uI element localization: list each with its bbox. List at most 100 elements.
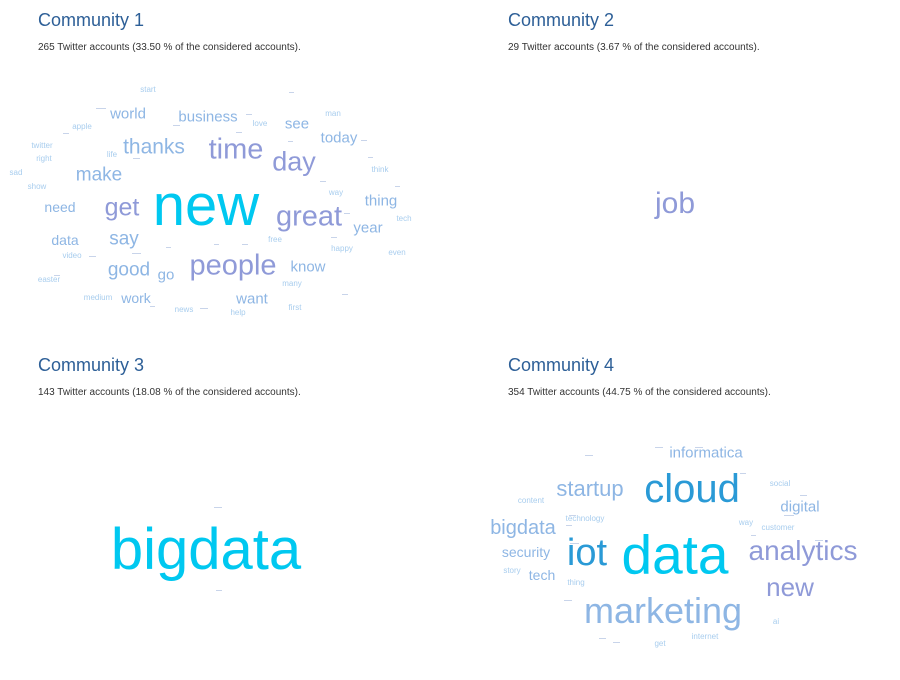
cloud-dash (566, 525, 572, 526)
word-analytics: analytics (748, 535, 858, 566)
community-title: Community 2 (508, 10, 615, 30)
cloud-dash (132, 253, 141, 254)
word-cloud: bigdata (0, 345, 440, 680)
word-great: great (275, 200, 343, 233)
word-ai: ai (772, 617, 780, 626)
word-job: job (654, 187, 696, 220)
word-marketing: marketing (583, 590, 743, 631)
cloud-dash (368, 157, 373, 158)
cloud-dash (96, 108, 106, 109)
word-bigdata: bigdata (110, 517, 302, 582)
community-title: Community 4 (508, 355, 615, 375)
word-thing: thing (364, 192, 398, 210)
community-stats: 265 Twitter accounts (33.50 % of the con… (38, 42, 301, 53)
word-sad: sad (9, 168, 23, 177)
cloud-dash (564, 600, 572, 601)
cloud-dash (289, 92, 294, 93)
community-title: Community 1 (38, 10, 145, 30)
word-see: see (284, 115, 310, 133)
word-iot: iot (566, 532, 608, 574)
cloud-dash (751, 535, 756, 536)
community-stats: 143 Twitter accounts (18.08 % of the con… (38, 387, 301, 398)
word-news: news (174, 305, 194, 314)
word-bigdata: bigdata (490, 517, 556, 539)
word-work: work (121, 290, 151, 306)
cloud-dash (599, 638, 606, 639)
word-make: make (75, 164, 123, 186)
word-even: even (388, 248, 406, 257)
cloud-dash (320, 181, 326, 182)
word-new: new (766, 572, 814, 602)
cloud-dash (246, 114, 252, 115)
cloud-dash (173, 125, 180, 126)
cloud-dash (570, 543, 579, 544)
word-business: business (178, 108, 238, 126)
word-first: first (288, 303, 302, 312)
community-panel-4: Community 4 354 Twitter accounts (44.75 … (470, 345, 900, 680)
word-technology: technology (565, 514, 605, 523)
cloud-dash (242, 244, 248, 245)
cloud-dash (200, 308, 208, 309)
cloud-dash (89, 256, 96, 257)
word-thing: thing (567, 578, 585, 587)
cloud-dash (344, 213, 350, 214)
word-data: data (51, 232, 79, 248)
word-way: way (328, 188, 344, 197)
cloud-dash (740, 473, 746, 474)
cloud-dash (361, 140, 367, 141)
word-digital: digital (780, 498, 820, 516)
word-cloud: data cloud iot marketing analytics new startup… (470, 345, 900, 680)
word-get: get (104, 193, 140, 222)
word-twitter: twitter (31, 141, 53, 150)
word-right: right (36, 154, 52, 163)
word-man: man (325, 109, 341, 118)
cloud-dash (655, 447, 663, 448)
cloud-dash (150, 306, 155, 307)
cloud-dash (331, 237, 337, 238)
word-world: world (110, 105, 146, 123)
word-cloud: new time great people day get thanks make say goo… (0, 0, 440, 335)
cloud-dash (815, 540, 823, 541)
word-free: free (268, 235, 282, 244)
cloud-dash (695, 447, 703, 448)
word-time: time (208, 133, 264, 166)
word-happy: happy (331, 244, 353, 253)
word-day: day (272, 146, 316, 177)
word-internet: internet (691, 632, 719, 641)
word-go: go (157, 266, 175, 284)
word-medium: medium (83, 293, 113, 302)
community-panel-1: Community 1 265 Twitter accounts (33.50 … (0, 0, 440, 335)
word-cloud: job (470, 0, 900, 335)
cloud-dash (214, 244, 219, 245)
word-new: new (152, 173, 260, 238)
word-cloud: cloud (644, 467, 740, 511)
word-security: security (501, 544, 551, 560)
word-social: social (769, 479, 791, 488)
word-content: content (517, 496, 545, 505)
word-start: start (140, 85, 156, 94)
word-want: want (236, 290, 268, 308)
word-tech: tech (528, 567, 556, 583)
word-thanks: thanks (123, 135, 185, 159)
word-show: show (27, 182, 47, 191)
cloud-dash (569, 515, 576, 516)
cloud-dash (395, 186, 400, 187)
word-data: data (621, 523, 729, 586)
cloud-dash (63, 133, 69, 134)
word-people: people (189, 249, 277, 282)
word-tech: tech (396, 214, 412, 223)
word-know: know (290, 258, 326, 276)
word-apple: apple (72, 122, 92, 131)
cloud-dash (54, 275, 60, 276)
word-many: many (282, 279, 302, 288)
cloud-dash (214, 507, 222, 508)
cloud-dash (613, 642, 620, 643)
community-stats: 354 Twitter accounts (44.75 % of the con… (508, 387, 771, 398)
word-good: good (107, 259, 151, 281)
word-love: love (252, 119, 268, 128)
word-easter: easter (37, 275, 61, 284)
word-need: need (44, 199, 76, 215)
word-help: help (230, 308, 246, 317)
word-startup: startup (556, 476, 624, 501)
word-video: video (62, 251, 82, 260)
